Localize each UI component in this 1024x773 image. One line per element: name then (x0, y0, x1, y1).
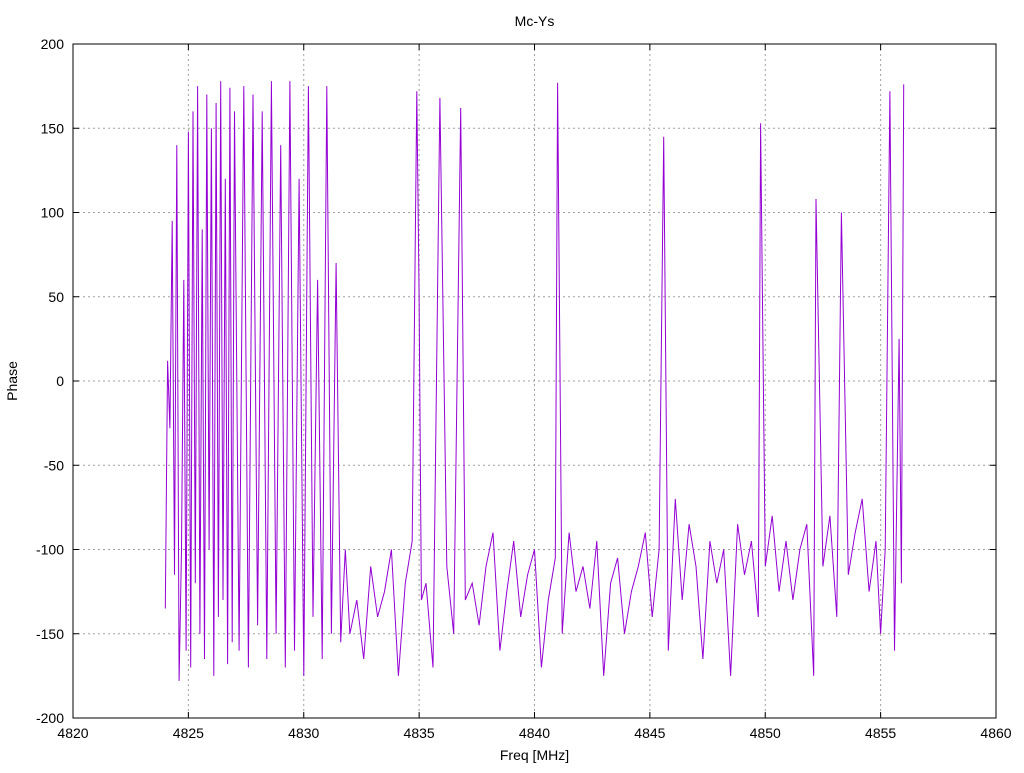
y-tick-label: 50 (48, 289, 64, 305)
y-tick-label: 150 (41, 120, 65, 136)
x-tick-label: 4845 (634, 725, 665, 741)
x-tick-label: 4825 (173, 725, 204, 741)
x-tick-label: 4855 (865, 725, 896, 741)
x-tick-label: 4850 (750, 725, 781, 741)
x-tick-label: 4835 (404, 725, 435, 741)
chart-title: Mc-Ys (515, 13, 555, 29)
y-tick-label: -150 (36, 626, 64, 642)
y-tick-label: 100 (41, 205, 65, 221)
tick-labels: 4820 4825 4830 4835 4840 4845 4850 4855 4860 -200… (36, 36, 1012, 741)
data-layer (164, 81, 905, 681)
x-tick-label: 4840 (519, 725, 550, 741)
x-axis-label: Freq [MHz] (500, 747, 569, 763)
x-tick-label: 4820 (57, 725, 88, 741)
y-tick-label: 200 (41, 36, 65, 52)
y-tick-label: -100 (36, 542, 64, 558)
y-axis-label: Phase (4, 361, 20, 401)
axis-ticks (72, 43, 997, 719)
x-tick-label: 4830 (288, 725, 319, 741)
y-tick-label: -200 (36, 710, 64, 726)
y-tick-label: 0 (56, 373, 64, 389)
y-tick-label: -50 (44, 457, 64, 473)
x-tick-label: 4860 (980, 725, 1011, 741)
phase-series-line (164, 81, 905, 681)
